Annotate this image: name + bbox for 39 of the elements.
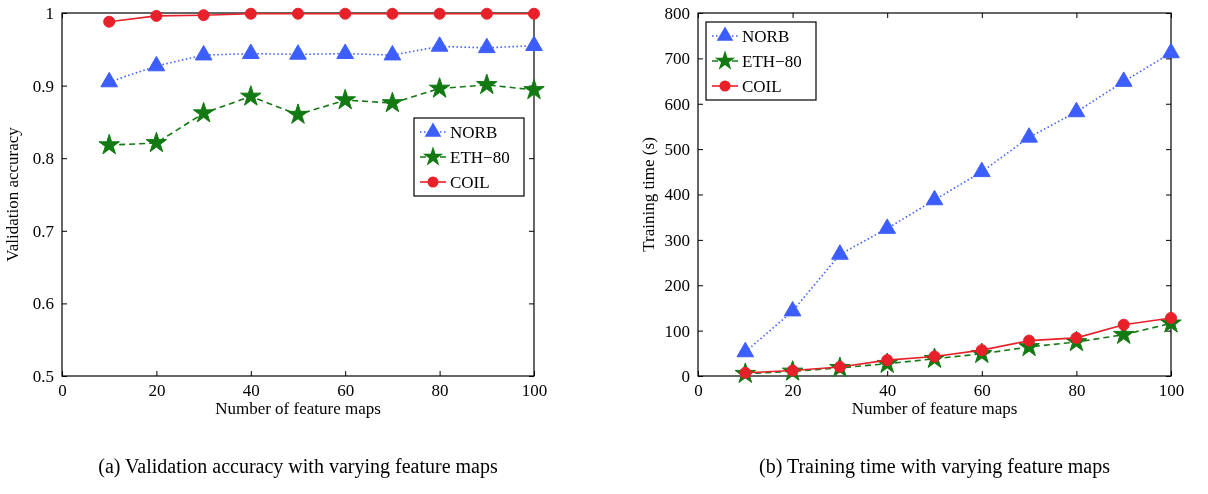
- y-tick-label: 500: [664, 140, 690, 160]
- x-axis-title: Number of feature maps: [851, 399, 1018, 418]
- legend-label: ETH−80: [742, 52, 802, 71]
- x-tick-label: 20: [148, 381, 166, 401]
- x-tick-label: 40: [879, 381, 897, 401]
- y-axis-title: Training time (s): [639, 137, 658, 252]
- x-tick-label: 80: [1068, 381, 1086, 401]
- y-tick-label: 1: [45, 3, 54, 23]
- y-tick-label: 0.5: [32, 366, 54, 386]
- x-tick-label: 60: [337, 381, 355, 401]
- y-tick-label: 700: [664, 49, 690, 69]
- legend-label: COIL: [742, 77, 782, 96]
- y-tick-label: 200: [664, 276, 690, 296]
- legend-label: ETH−80: [450, 148, 510, 167]
- y-tick-label: 0.6: [32, 294, 54, 314]
- legend-label: NORB: [742, 27, 790, 46]
- y-tick-label: 0.7: [32, 221, 55, 241]
- text: (b) Training time with varying feature maps: [758, 455, 1111, 478]
- y-tick-label: 0: [681, 366, 690, 386]
- x-tick-label: 100: [1158, 381, 1185, 401]
- x-tick-label: 20: [784, 381, 802, 401]
- y-tick-label: 300: [664, 230, 690, 250]
- y-tick-label: 400: [664, 185, 690, 205]
- x-tick-label: 100: [521, 381, 548, 401]
- y-tick-label: 600: [664, 94, 690, 114]
- y-tick-label: 0.9: [32, 76, 54, 96]
- x-tick-label: 60: [973, 381, 991, 401]
- x-tick-label: 80: [431, 381, 449, 401]
- text: (a) Validation accuracy with varying feature maps: [98, 455, 498, 478]
- y-tick-label: 100: [664, 321, 690, 341]
- x-axis-title: Number of feature maps: [215, 399, 381, 418]
- y-axis-title: Validation accuracy: [3, 126, 22, 262]
- legend-label: NORB: [450, 123, 498, 142]
- x-tick-label: 0: [58, 381, 67, 401]
- x-tick-label: 40: [242, 381, 260, 401]
- y-tick-label: 0.8: [32, 149, 54, 169]
- legend-label: COIL: [450, 173, 490, 192]
- x-tick-label: 0: [694, 381, 703, 401]
- y-tick-label: 800: [664, 3, 690, 23]
